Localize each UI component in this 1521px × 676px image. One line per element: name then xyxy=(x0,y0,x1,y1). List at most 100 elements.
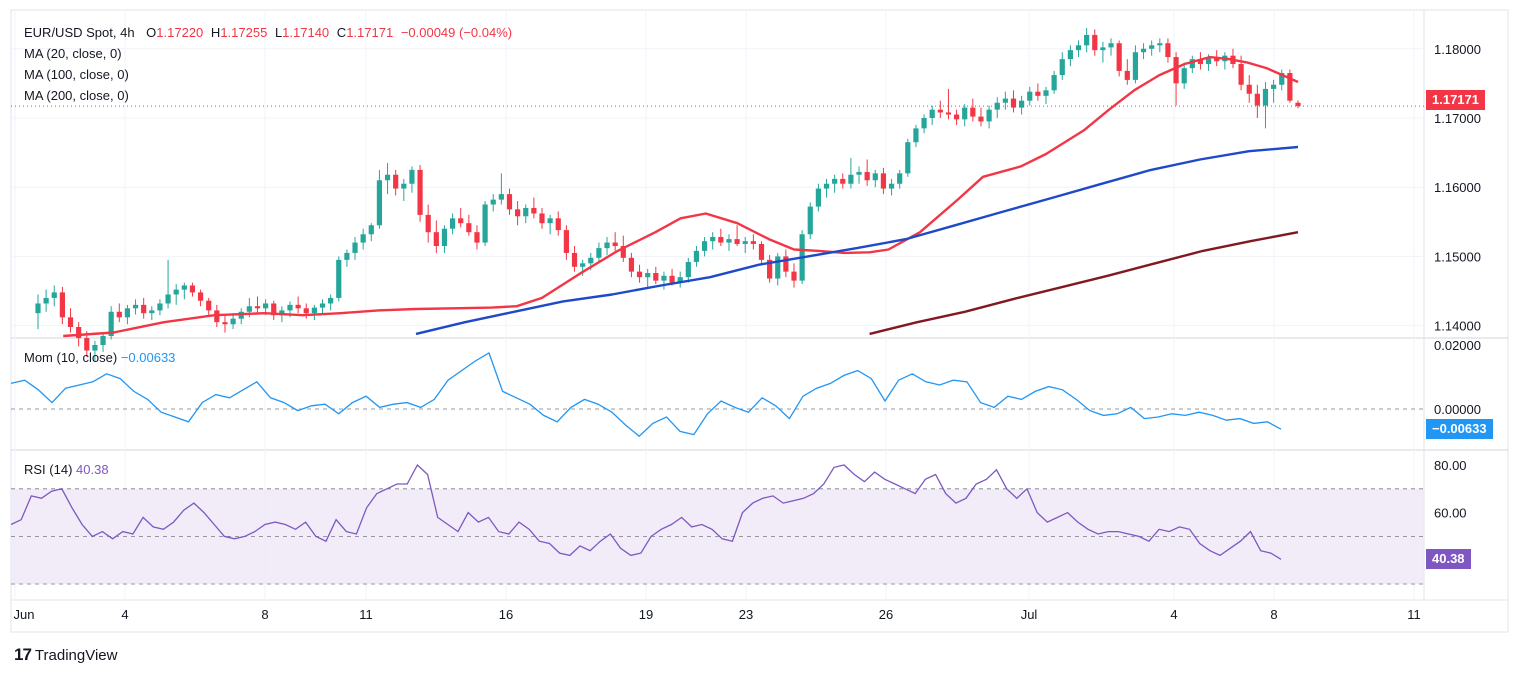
ma-line-2 xyxy=(869,231,1299,336)
candle-body xyxy=(1189,59,1195,69)
candle-body xyxy=(376,180,383,226)
candle-body xyxy=(1238,63,1244,85)
candle-body xyxy=(767,259,773,279)
price-legend: EUR/USD Spot, 4h O1.17220 H1.17255 L1.17… xyxy=(24,25,512,41)
high-value: 1.17255 xyxy=(220,25,268,40)
candle-body xyxy=(149,310,155,314)
open-value: 1.17220 xyxy=(156,25,204,40)
candle-body xyxy=(1075,45,1082,51)
momentum-value: −0.00633 xyxy=(120,350,176,365)
rsi-legend[interactable]: RSI (14) 40.38 xyxy=(24,462,109,478)
candle-body xyxy=(1214,58,1220,62)
candle-body xyxy=(474,232,480,243)
candle-body xyxy=(76,327,82,339)
candle-body xyxy=(336,259,342,298)
candle-body xyxy=(937,109,943,113)
candle-body xyxy=(1084,34,1090,46)
candle-body xyxy=(962,107,968,120)
candle-body xyxy=(1092,34,1098,51)
candle-body xyxy=(734,239,740,244)
candle-body xyxy=(1019,100,1025,108)
candle-body xyxy=(295,304,301,309)
candle-body xyxy=(1043,90,1049,96)
last-price-badge: 1.17171 xyxy=(1426,90,1485,110)
time-tick-label: 11 xyxy=(1407,607,1421,622)
price-tick-label: 1.16000 xyxy=(1434,180,1481,195)
candle-body xyxy=(1246,84,1252,94)
time-tick-label: 4 xyxy=(121,607,128,622)
candle-body xyxy=(742,241,748,244)
momentum-pane[interactable] xyxy=(10,352,1424,438)
momentum-legend[interactable]: Mom (10, close) −0.00633 xyxy=(24,350,175,366)
candle-body xyxy=(287,304,293,311)
candle-body xyxy=(482,204,488,243)
ma20-legend[interactable]: MA (20, close, 0) xyxy=(24,46,122,61)
candle-body xyxy=(157,303,163,311)
price-tick-label: 1.18000 xyxy=(1434,42,1481,57)
rsi-pane[interactable] xyxy=(10,463,1424,585)
candle-body xyxy=(206,300,212,311)
ma-line-0 xyxy=(63,55,1299,338)
candle-body xyxy=(986,109,992,122)
candle-body xyxy=(913,128,919,143)
candle-body xyxy=(661,275,667,281)
candle-body xyxy=(108,311,114,336)
candle-body xyxy=(1010,98,1017,108)
candle-body xyxy=(864,171,870,181)
candle-body xyxy=(945,112,952,115)
candle-body xyxy=(953,114,960,120)
candle-body xyxy=(352,242,358,253)
candle-body xyxy=(344,252,350,260)
candle-body xyxy=(1124,70,1130,80)
candle-body xyxy=(612,242,618,247)
time-tick-label: Jun xyxy=(14,607,35,622)
candle-body xyxy=(718,237,724,243)
symbol-title[interactable]: EUR/USD Spot, 4h xyxy=(24,25,135,40)
candle-body xyxy=(51,292,57,298)
candle-body xyxy=(978,116,984,122)
candle-body xyxy=(588,257,594,264)
rsi-tick-label: 60.00 xyxy=(1434,506,1467,521)
candle-body xyxy=(1279,72,1285,85)
ma200-legend[interactable]: MA (200, close, 0) xyxy=(24,88,129,103)
rsi-label: RSI (14) xyxy=(24,462,73,477)
close-label: C xyxy=(336,25,347,40)
candle-body xyxy=(132,304,139,309)
candle-body xyxy=(458,218,464,224)
candle-body xyxy=(84,338,90,351)
candle-body xyxy=(303,308,309,314)
candle-body xyxy=(1157,43,1163,46)
candle-body xyxy=(1100,47,1106,51)
low-value: 1.17140 xyxy=(282,25,330,40)
candle-body xyxy=(141,304,147,314)
candle-body xyxy=(685,261,691,278)
rsi-line xyxy=(10,463,1282,560)
candle-body xyxy=(970,107,976,117)
axes: 1.18000 1.17000 1.16000 1.15000 1.14000 Jun 4 8… xyxy=(14,42,1481,622)
candle-body xyxy=(580,263,586,267)
candle-body xyxy=(653,273,659,281)
candle-body xyxy=(856,171,862,175)
brand-name: TradingView xyxy=(34,646,118,664)
candle-body xyxy=(571,252,578,267)
candle-body xyxy=(791,271,797,281)
candle-body xyxy=(368,225,374,235)
candle-body xyxy=(994,102,1000,110)
candle-body xyxy=(360,234,366,243)
candle-body xyxy=(929,109,935,118)
time-tick-label: 19 xyxy=(639,607,653,622)
candle-body xyxy=(92,344,98,351)
candle-body xyxy=(775,256,781,279)
candle-body xyxy=(897,173,903,184)
tradingview-brand[interactable]: 17 TradingView xyxy=(14,645,117,665)
ma100-legend[interactable]: MA (100, close, 0) xyxy=(24,67,129,82)
candle-body xyxy=(319,303,326,308)
candle-body xyxy=(539,213,545,224)
rsi-value: 40.38 xyxy=(76,462,109,477)
candle-body xyxy=(173,289,179,295)
time-tick-label: 23 xyxy=(739,607,753,622)
candle-body xyxy=(636,271,643,278)
candle-body xyxy=(271,303,277,316)
candle-body xyxy=(1002,98,1008,103)
price-pane[interactable] xyxy=(11,28,1424,362)
